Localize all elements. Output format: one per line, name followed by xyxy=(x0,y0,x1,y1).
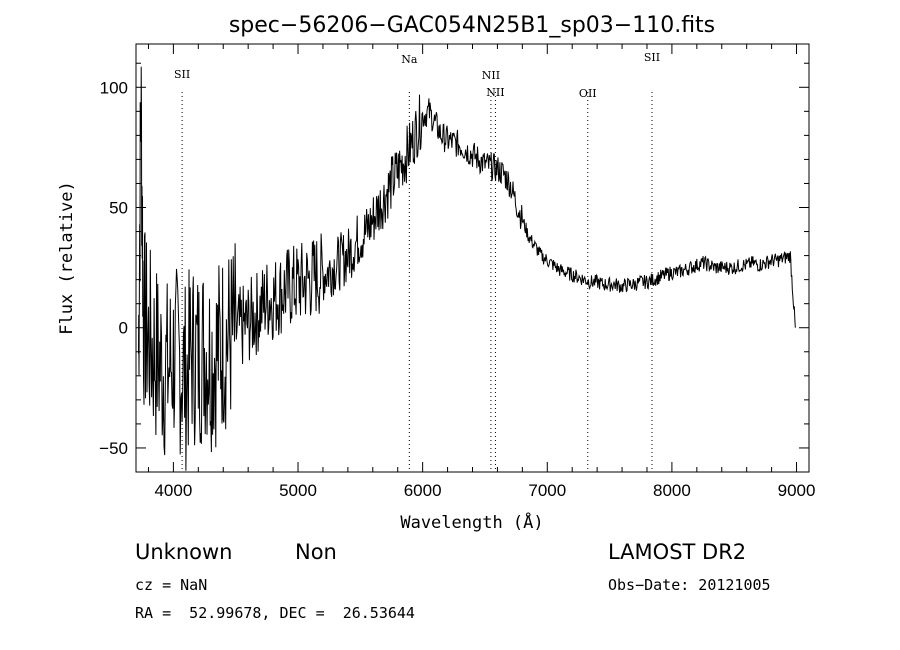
redshift-text: cz = NaN xyxy=(135,576,208,594)
x-tick-label: 9000 xyxy=(778,481,816,500)
emission-lines: SII Na NII NII OII SII xyxy=(174,51,660,472)
x-tick-label: 8000 xyxy=(653,481,691,500)
obs-date-text: Obs−Date: 20121005 xyxy=(608,576,771,594)
coordinates-text: RA = 52.99678, DEC = 26.53644 xyxy=(135,604,415,622)
emission-line-label: SII xyxy=(174,68,190,81)
chart-title: spec−56206−GAC054N25B1_sp03−110.fits xyxy=(229,13,715,38)
x-axis: 4000 5000 6000 7000 8000 9000 xyxy=(147,44,816,500)
x-axis-label: Wavelength (Å) xyxy=(400,511,543,533)
emission-line-label: Na xyxy=(401,53,418,66)
spectrum-line xyxy=(138,66,796,471)
emission-line-label: NII xyxy=(486,86,504,99)
object-subclass: Non xyxy=(295,540,337,564)
x-tick-label: 6000 xyxy=(404,481,442,500)
survey-name: LAMOST DR2 xyxy=(608,540,747,564)
y-tick-label: −50 xyxy=(99,439,128,458)
emission-line-label: NII xyxy=(482,69,500,82)
x-tick-label: 4000 xyxy=(154,481,192,500)
x-tick-label: 5000 xyxy=(279,481,317,500)
x-tick-label: 7000 xyxy=(528,481,566,500)
spectrum-series xyxy=(138,66,796,471)
y-axis-label: Flux (relative) xyxy=(57,181,77,335)
y-tick-label: 100 xyxy=(100,78,128,97)
object-class: Unknown xyxy=(135,540,233,564)
emission-line-label: SII xyxy=(644,51,660,64)
plot-frame xyxy=(135,43,810,473)
y-tick-label: 50 xyxy=(109,199,128,218)
y-tick-label: 0 xyxy=(119,319,128,338)
y-axis: −50 0 50 100 xyxy=(99,62,809,473)
emission-line-label: OII xyxy=(579,87,597,100)
